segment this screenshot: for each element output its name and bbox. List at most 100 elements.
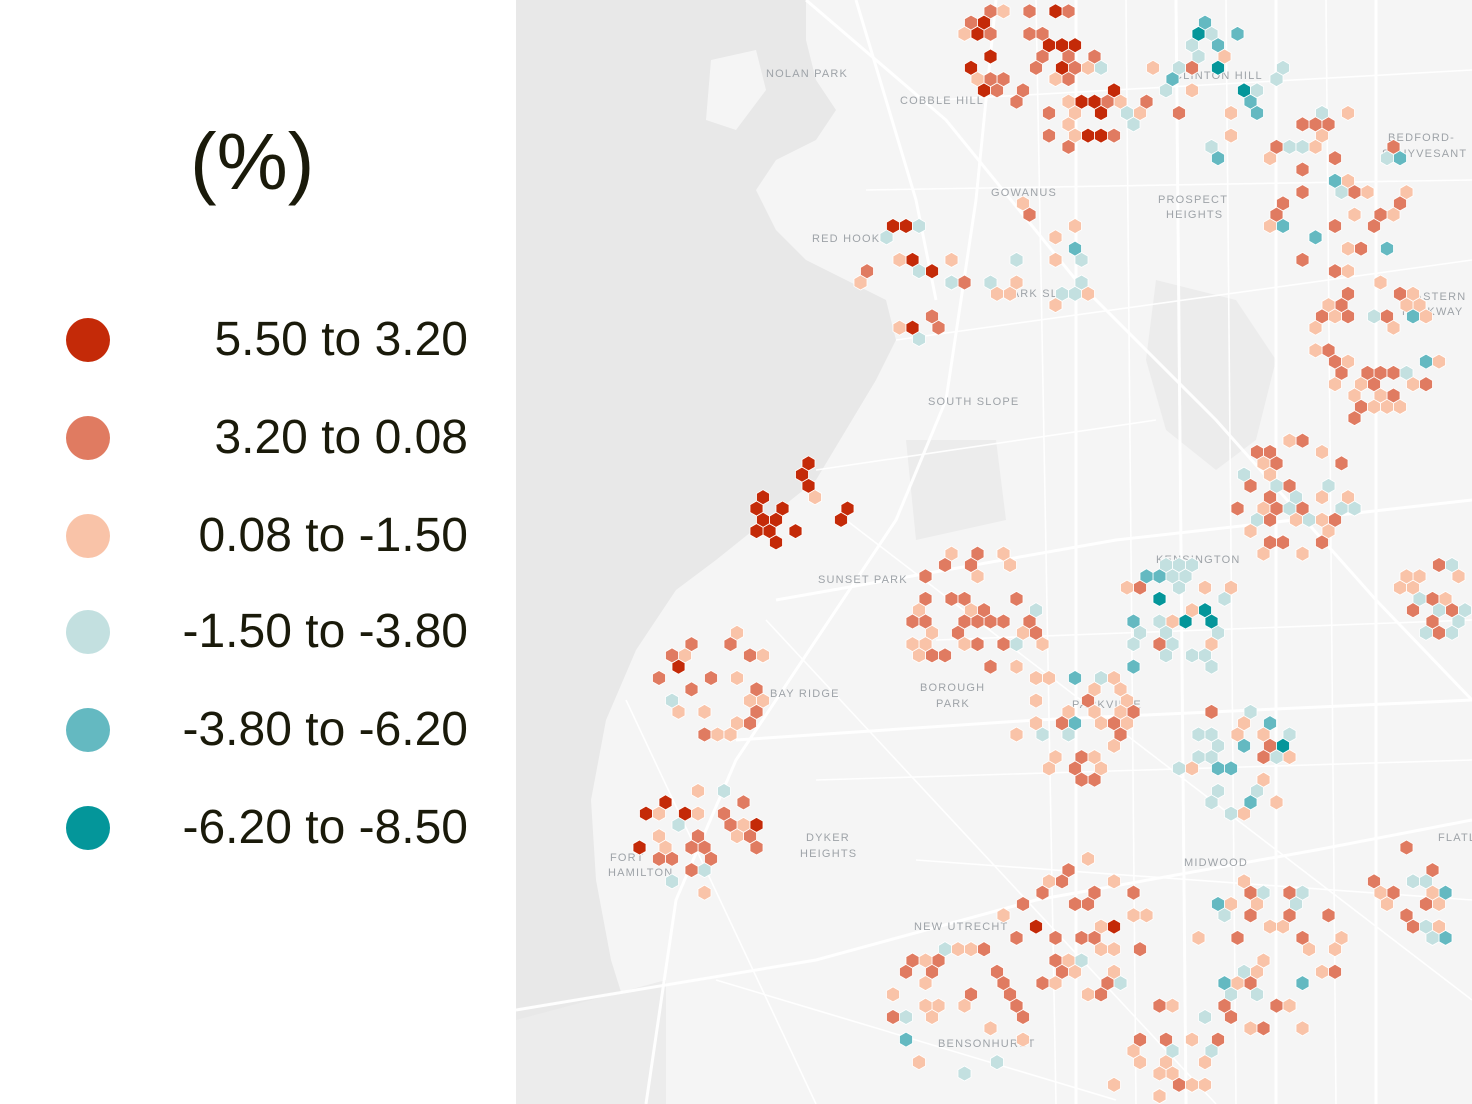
hex-cell: [1289, 896, 1303, 912]
hex-cell: [1263, 534, 1277, 551]
hex-cell: [983, 48, 998, 65]
hex-cell: [1094, 59, 1108, 76]
hex-cell: [1081, 127, 1095, 144]
hex-cell: [918, 975, 933, 992]
hex-cell: [1295, 184, 1310, 201]
hex-cell: [1295, 251, 1310, 268]
hex-cell: [730, 670, 744, 686]
hex-cell: [1048, 229, 1063, 246]
hex-cell: [1042, 37, 1056, 54]
hex-cell: [1295, 432, 1310, 449]
hex-cell: [1425, 613, 1440, 630]
place-label: SOUTH SLOPE: [928, 396, 1019, 408]
hex-cell: [1204, 613, 1219, 630]
place-label: MIDWOOD: [1184, 857, 1248, 869]
hex-cell: [1009, 658, 1024, 675]
hex-cell: [1295, 116, 1310, 133]
hex-cell: [1295, 138, 1310, 155]
hex-cell: [1419, 308, 1433, 325]
hex-cell: [1152, 1088, 1167, 1104]
hex-cell: [1341, 172, 1355, 189]
hex-cell: [1185, 1076, 1199, 1093]
hex-cell: [1328, 353, 1342, 370]
hex-cell: [1107, 963, 1121, 980]
hex-cell: [899, 1031, 913, 1048]
hex-cell: [1334, 455, 1349, 472]
hex-cell: [1243, 1020, 1258, 1037]
legend-item: 0.08 to -1.50: [0, 506, 516, 566]
hex-cell: [1295, 1020, 1310, 1037]
hex-cell: [1380, 150, 1394, 167]
road: [765, 619, 1217, 1104]
hex-cell: [1406, 602, 1420, 619]
hex-cell: [684, 681, 699, 698]
hex-cell: [1107, 1076, 1121, 1093]
hex-cell: [996, 907, 1011, 924]
hex-cell: [1302, 941, 1316, 958]
hex-cell: [1068, 896, 1082, 912]
legend-item: 5.50 to 3.20: [0, 310, 516, 370]
road: [516, 818, 1472, 1012]
hex-cell: [1445, 557, 1459, 573]
hex-cell: [1237, 873, 1251, 890]
hex-cell: [1250, 82, 1264, 99]
hex-cell: [944, 590, 959, 607]
place-label: GOWANUS: [991, 187, 1057, 199]
hex-cell: [918, 568, 933, 585]
hex-cell: [912, 263, 926, 280]
hex-cell: [697, 726, 712, 743]
legend-label: -3.80 to -6.20: [182, 703, 468, 756]
hex-cell: [886, 1009, 900, 1025]
road: [1035, 0, 1057, 1104]
hex-cell: [964, 557, 978, 573]
hex-cell: [756, 647, 770, 664]
hex-cell: [1113, 726, 1128, 743]
hex-cell: [1191, 726, 1206, 743]
hex-cell: [951, 941, 965, 958]
hex-cell: [684, 862, 699, 879]
hex-cell: [1159, 557, 1173, 573]
hex-cell: [1068, 105, 1082, 121]
map-basemap: [516, 0, 1472, 1104]
road: [805, 0, 1472, 702]
hex-cell: [944, 251, 959, 268]
legend-label: -6.20 to -8.50: [182, 801, 468, 854]
hex-cell: [795, 466, 809, 483]
hex-cell: [996, 71, 1011, 88]
hex-cell: [691, 805, 705, 822]
hex-cell: [957, 997, 972, 1014]
hex-cell: [1354, 240, 1368, 257]
hex-cell: [1204, 658, 1219, 675]
hex-cell: [1243, 523, 1258, 540]
place-label: COBBLE HILL: [900, 95, 984, 107]
hex-cell: [1347, 387, 1362, 404]
hex-cell: [1328, 172, 1342, 189]
hex-cell: [1068, 127, 1082, 144]
hex-cell: [1094, 670, 1108, 686]
hex-cell: [1042, 873, 1056, 890]
hex-cell: [1243, 703, 1258, 720]
legend-label: 3.20 to 0.08: [214, 411, 468, 464]
hex-cell: [905, 952, 920, 969]
hex-cell: [1139, 568, 1154, 585]
place-label: HAMILTON: [608, 867, 673, 879]
legend-swatch: [66, 416, 110, 460]
hex-cell: [671, 816, 686, 833]
hex-cell: [1048, 3, 1063, 20]
hex-cell: [1016, 1031, 1030, 1048]
hex-cell: [1048, 929, 1063, 946]
hex-cell: [665, 647, 679, 664]
hex-cell: [1386, 364, 1401, 381]
hex-cell: [1061, 726, 1076, 743]
hex-cell: [1126, 907, 1141, 924]
place-label: BAY RIDGE: [770, 688, 840, 700]
hex-cell: [1198, 579, 1212, 596]
map-area[interactable]: NOLAN PARK COBBLE HILL CLINTON HILL BEDFORD…: [516, 0, 1472, 1104]
hex-cell: [1341, 353, 1355, 370]
hex-cell: [1224, 105, 1238, 121]
hex-cell: [1256, 1020, 1271, 1037]
hex-cell: [1211, 150, 1225, 167]
hex-cell: [1256, 771, 1271, 788]
hex-cell: [1029, 715, 1043, 732]
